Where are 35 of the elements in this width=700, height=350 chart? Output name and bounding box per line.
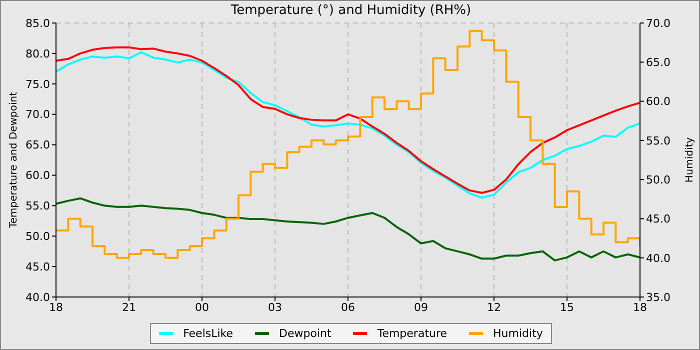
y-tick-label: 50.0 — [26, 230, 50, 244]
legend-label: Dewpoint — [279, 327, 332, 340]
y2-tick-label: 50.0 — [646, 173, 670, 186]
x-tick-label: 15 — [560, 300, 574, 314]
y2-tick-label: 60.0 — [646, 95, 670, 108]
y-tick-label: 65.0 — [26, 138, 50, 152]
y-tick-label: 80.0 — [26, 47, 50, 60]
y2-tick-label: 55.0 — [646, 134, 670, 148]
x-tick-label: 18 — [633, 300, 647, 314]
y2-tick-label: 45.0 — [646, 212, 670, 226]
y-tick-label: 75.0 — [26, 78, 50, 91]
legend-label: Humidity — [493, 327, 543, 340]
x-tick-label: 18 — [49, 300, 63, 314]
y-tick-label: 70.0 — [26, 108, 50, 122]
y-tick-label: 40.0 — [26, 290, 50, 304]
y-tick-label: 45.0 — [26, 260, 50, 274]
x-tick-label: 21 — [122, 300, 136, 314]
y2-tick-label: 65.0 — [646, 56, 670, 70]
x-tick-label: 12 — [487, 300, 501, 314]
chart-title: Temperature (°) and Humidity (RH%) — [230, 3, 472, 18]
x-tick-label: 06 — [341, 300, 355, 314]
x-tick-label: 09 — [414, 300, 428, 314]
line-series — [56, 197, 640, 262]
legend-label: FeelsLike — [183, 327, 234, 340]
x-tick-label: 03 — [268, 300, 282, 314]
legend-label: Temperature — [377, 327, 448, 340]
y-tick-label: 55.0 — [26, 200, 50, 213]
y-axis-title: Temperature and Dewpoint — [8, 92, 20, 230]
x-tick-label: 00 — [195, 300, 209, 314]
y2-tick-label: 40.0 — [646, 252, 670, 265]
y-tick-label: 60.0 — [26, 169, 50, 182]
y-tick-label: 85.0 — [26, 16, 50, 30]
y2-tick-label: 35.0 — [646, 290, 670, 304]
y2-axis-title: Humidity — [684, 137, 696, 183]
y2-tick-label: 70.0 — [646, 16, 670, 30]
